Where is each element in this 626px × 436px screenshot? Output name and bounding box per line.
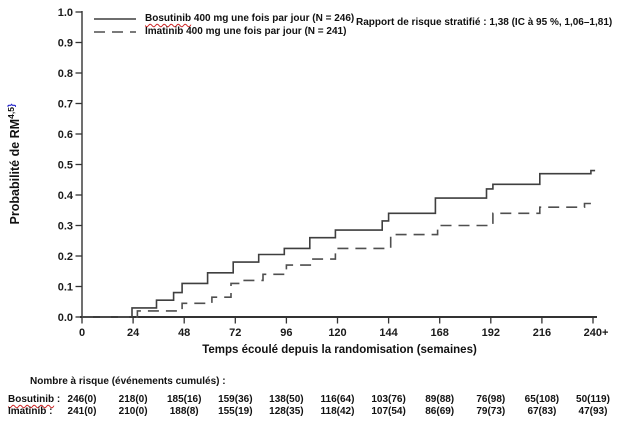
risk-value-cell: 50(119) — [576, 394, 610, 405]
risk-value-cell: 138(50) — [269, 394, 304, 405]
hazard-ratio-annotation: Rapport de risque stratifié : 1,38 (IC à… — [356, 17, 613, 28]
imatinib-curve — [82, 202, 591, 318]
y-tick-label: 0.9 — [58, 38, 73, 50]
risk-value-cell: 188(8) — [169, 406, 199, 417]
y-tick-label: 0.7 — [58, 99, 73, 111]
risk-value-cell: 65(108) — [524, 394, 560, 405]
legend-label: Bosutinib 400 mg une fois par jour (N = … — [145, 13, 354, 24]
dashed-line-sample-icon — [94, 30, 136, 33]
risk-value-cell: 67(83) — [527, 406, 557, 417]
risk-value-cell: 86(69) — [425, 406, 455, 417]
legend-drug-name: Bosutinib — [145, 13, 192, 24]
y-tick-label: 0.3 — [58, 221, 73, 233]
x-axis-title: Temps écoulé depuis la randomisation (se… — [202, 344, 477, 356]
y-tick-label: 0.4 — [58, 190, 74, 202]
risk-value-cell: 79(73) — [476, 406, 506, 417]
y-tick-label: 0.0 — [58, 312, 73, 324]
risk-value-cell: 47(93) — [578, 406, 608, 417]
x-tick-label: 24 — [127, 327, 140, 339]
risk-value-cell: 155(19) — [218, 406, 253, 417]
risk-value-cell: 241(0) — [67, 406, 97, 417]
y-tick-label: 0.1 — [58, 282, 73, 294]
solid-line-sample-icon — [94, 17, 136, 20]
y-axis-title-text: Probabilité de RM — [8, 118, 23, 225]
risk-value-cell: 103(76) — [371, 394, 406, 405]
risk-row-label-colon: : — [46, 406, 53, 417]
risk-table-row-bosutinib: Bosutinib : 246(0) 218(0) 185(16) 159(36) 13… — [0, 394, 626, 406]
risk-row-drug-name: Imatinib — [8, 406, 47, 417]
y-tick-label: 0.6 — [58, 129, 73, 141]
y-axis-title: Probabilité de RM4,5} — [6, 84, 22, 244]
risk-value-cell: 246(0) — [67, 394, 97, 405]
legend-label-rest: 400 mg une fois par jour (N = 246) — [191, 13, 355, 24]
risk-value-cell: 185(16) — [166, 394, 202, 405]
footnote-brace-mark: } — [6, 103, 16, 108]
y-axis-title-superscript: 4,5 — [6, 107, 16, 119]
y-tick-label: 1.0 — [58, 7, 73, 19]
risk-row-label: Bosutinib : — [8, 394, 60, 405]
legend-item-imatinib: Imatinib 400 mg une fois par jour (N = 2… — [92, 25, 354, 38]
y-tick-label: 0.5 — [58, 160, 73, 172]
x-tick-label: 216 — [533, 327, 551, 339]
risk-row-drug-name: Bosutinib — [8, 394, 55, 405]
legend-item-bosutinib: Bosutinib 400 mg une fois par jour (N = … — [92, 12, 354, 25]
risk-row-label: Imatinib : — [8, 406, 52, 417]
risk-table-row-imatinib: Imatinib : 241(0) 210(0) 188(8) 155(19) 128(… — [0, 406, 626, 418]
y-tick-label: 0.8 — [58, 68, 73, 80]
risk-value-cell: 128(35) — [269, 406, 304, 417]
risk-value-cell: 89(88) — [425, 394, 455, 405]
x-tick-label: 72 — [229, 327, 241, 339]
x-tick-label: 168 — [431, 327, 449, 339]
legend-label: Imatinib 400 mg une fois par jour (N = 2… — [145, 26, 346, 37]
risk-value-cell: 159(36) — [218, 394, 253, 405]
x-tick-label: 96 — [280, 327, 292, 339]
legend: Bosutinib 400 mg une fois par jour (N = … — [92, 12, 354, 38]
risk-value-cell: 76(98) — [476, 394, 506, 405]
x-tick-label: 120 — [328, 327, 346, 339]
risk-value-cell: 118(42) — [320, 406, 355, 417]
risk-value-cell: 218(0) — [118, 394, 148, 405]
x-tick-label: 0 — [79, 327, 85, 339]
legend-drug-name: Imatinib — [145, 26, 184, 37]
x-tick-label: 144 — [379, 327, 398, 339]
bosutinib-curve — [82, 169, 596, 318]
legend-label-rest: 400 mg une fois par jour (N = 241) — [183, 26, 347, 37]
x-tick-label: 48 — [178, 327, 190, 339]
y-tick-label: 0.2 — [58, 251, 73, 263]
risk-table-title: Nombre à risque (événements cumulés) : — [30, 376, 226, 387]
risk-value-cell: 210(0) — [118, 406, 148, 417]
risk-value-cell: 116(64) — [320, 394, 355, 405]
x-tick-label: 240+ — [584, 327, 609, 339]
x-tick-label: 192 — [482, 327, 500, 339]
risk-value-cell: 107(54) — [371, 406, 406, 417]
risk-row-label-colon: : — [54, 394, 61, 405]
